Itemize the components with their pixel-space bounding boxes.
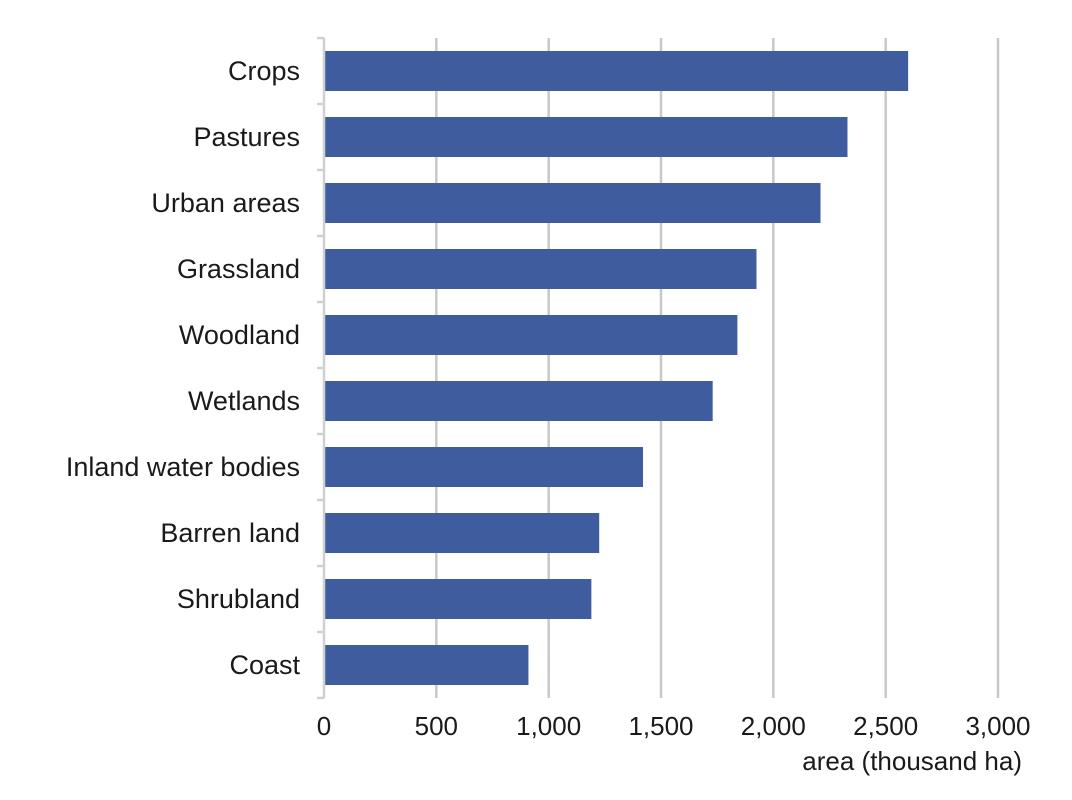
category-label-grassland: Grassland	[177, 254, 300, 284]
category-label-crops: Crops	[228, 56, 300, 86]
bar-woodland	[324, 315, 738, 355]
category-label-woodland: Woodland	[179, 320, 300, 350]
bar-coast	[324, 645, 529, 685]
bar-shrubland	[324, 579, 592, 619]
category-label-barren-land: Barren land	[160, 518, 300, 548]
bar-urban-areas	[324, 183, 821, 223]
category-labels: Crops Pastures Urban areas Grassland Woodlan…	[66, 56, 301, 680]
bar-wetlands	[324, 381, 713, 421]
category-label-pastures: Pastures	[193, 122, 300, 152]
bar-inland-water-bodies	[324, 447, 644, 487]
x-tick-label-3,000: 3,000	[965, 711, 1030, 741]
x-tick-label-0: 0	[317, 711, 331, 741]
x-tick-labels: 0 500 1,000 1,500 2,000 2,500 3,000	[317, 711, 1031, 741]
bar-crops	[324, 51, 909, 91]
x-tick-label-500: 500	[415, 711, 458, 741]
y-axis	[317, 36, 326, 700]
category-label-wetlands: Wetlands	[188, 386, 300, 416]
x-tick-label-2,000: 2,000	[741, 711, 806, 741]
bar-grassland	[324, 249, 757, 289]
category-label-urban-areas: Urban areas	[151, 188, 300, 218]
bar-pastures	[324, 117, 848, 157]
x-axis-title: area (thousand ha)	[802, 746, 1022, 776]
x-tick-label-1,500: 1,500	[628, 711, 693, 741]
category-label-coast: Coast	[229, 650, 300, 680]
category-label-shrubland: Shrubland	[177, 584, 300, 614]
bars	[324, 51, 909, 685]
x-tick-label-2,500: 2,500	[853, 711, 918, 741]
bar-barren-land	[324, 513, 600, 553]
category-label-inland-water-bodies: Inland water bodies	[66, 452, 300, 482]
x-tick-label-1,000: 1,000	[516, 711, 581, 741]
